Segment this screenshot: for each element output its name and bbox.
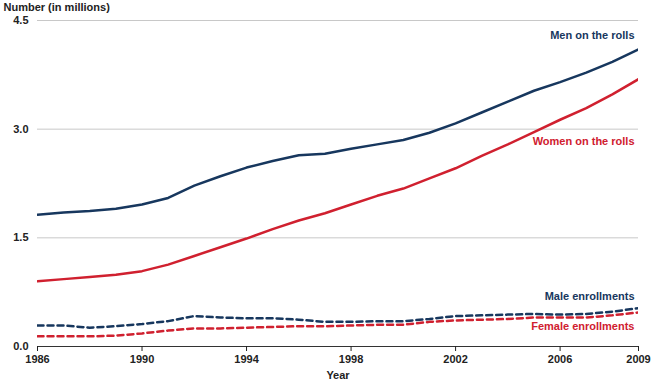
svg-text:Men on the rolls: Men on the rolls [550,29,634,41]
svg-text:0.0: 0.0 [13,340,28,352]
svg-text:1986: 1986 [25,353,49,365]
svg-text:3.0: 3.0 [13,123,28,135]
svg-text:2009: 2009 [626,353,650,365]
svg-text:Year: Year [326,369,350,381]
svg-text:4.5: 4.5 [13,14,28,26]
svg-text:Number (in millions): Number (in millions) [4,1,111,13]
svg-text:1994: 1994 [234,353,259,365]
svg-text:1998: 1998 [339,353,363,365]
svg-text:2002: 2002 [443,353,467,365]
svg-text:Women on the rolls: Women on the rolls [533,135,635,147]
svg-text:Female enrollments: Female enrollments [531,320,634,332]
svg-text:1990: 1990 [130,353,154,365]
svg-text:Male enrollments: Male enrollments [545,290,635,302]
svg-text:2006: 2006 [548,353,572,365]
svg-text:1.5: 1.5 [13,231,28,243]
